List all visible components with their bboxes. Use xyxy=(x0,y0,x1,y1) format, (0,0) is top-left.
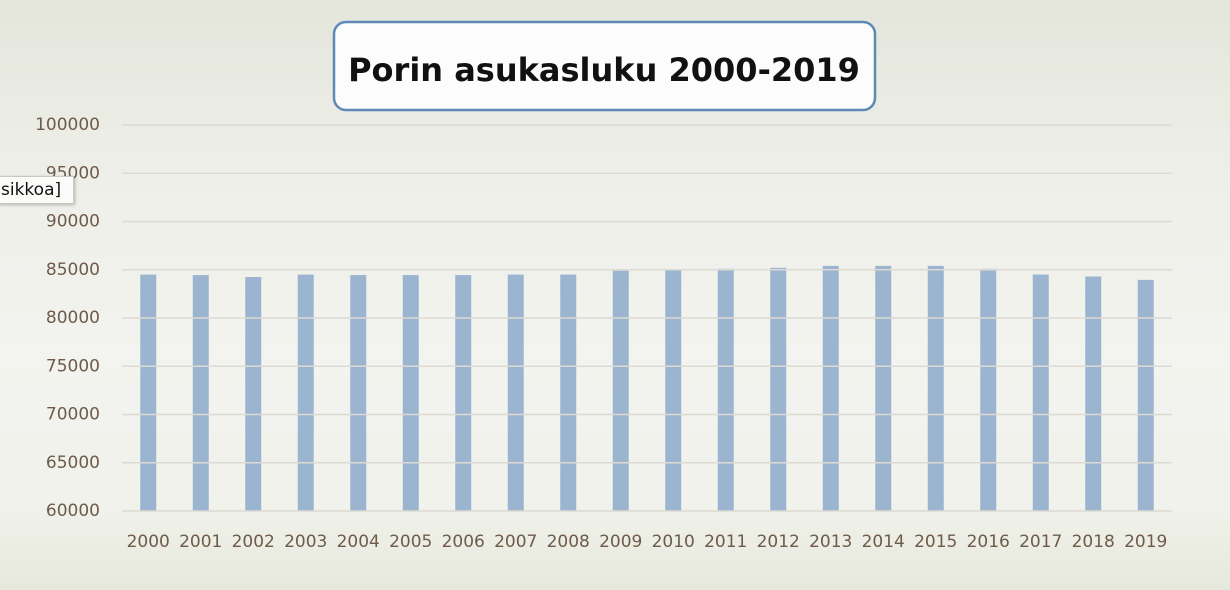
bar xyxy=(560,274,577,511)
x-tick-label: 2005 xyxy=(389,532,432,552)
x-tick-label: 2012 xyxy=(757,532,800,552)
y-tick-label: 65000 xyxy=(46,453,100,473)
bar xyxy=(402,275,419,511)
bar xyxy=(875,265,892,511)
x-tick-label: 2015 xyxy=(914,532,957,552)
y-tick-label: 70000 xyxy=(46,405,100,425)
x-tick-label: 2008 xyxy=(547,532,590,552)
bar xyxy=(1085,276,1102,511)
x-tick-label: 2006 xyxy=(442,532,485,552)
x-tick-label: 2016 xyxy=(967,532,1010,552)
x-tick-label: 2010 xyxy=(652,532,695,552)
y-tick-label: 60000 xyxy=(46,501,100,521)
y-tick-label: 100000 xyxy=(35,115,100,135)
bar xyxy=(350,275,367,511)
x-tick-label: 2017 xyxy=(1019,532,1062,552)
y-tick-label: 80000 xyxy=(46,308,100,328)
bar xyxy=(980,268,997,511)
bar xyxy=(612,270,629,511)
x-tick-label: 2003 xyxy=(284,532,327,552)
annotation: sikkoa] xyxy=(0,176,75,204)
bar xyxy=(245,276,262,511)
x-tick-label: 2019 xyxy=(1124,532,1167,552)
chart-title: Porin asukasluku 2000-2019 xyxy=(348,51,860,89)
bar xyxy=(822,265,839,511)
x-tick-label: 2007 xyxy=(494,532,537,552)
bar xyxy=(192,275,209,511)
x-tick-label: 2013 xyxy=(809,532,852,552)
x-tick-label: 2018 xyxy=(1072,532,1115,552)
bar xyxy=(717,268,734,511)
x-tick-label: 2004 xyxy=(337,532,380,552)
x-tick-label: 2011 xyxy=(704,532,747,552)
bar xyxy=(455,275,472,511)
bar xyxy=(140,274,157,511)
bar xyxy=(1137,279,1154,511)
x-tick-label: 2000 xyxy=(127,532,170,552)
x-tick-label: 2014 xyxy=(862,532,905,552)
bar xyxy=(297,274,314,511)
x-tick-label: 2001 xyxy=(179,532,222,552)
bar xyxy=(665,269,682,511)
bar xyxy=(507,274,524,511)
bar xyxy=(1032,274,1049,511)
y-tick-label: 75000 xyxy=(46,356,100,376)
y-tick-label: 90000 xyxy=(46,212,100,232)
y-tick-label: 85000 xyxy=(46,260,100,280)
title-box xyxy=(332,20,877,112)
x-tick-label: 2002 xyxy=(232,532,275,552)
x-tick-label: 2009 xyxy=(599,532,642,552)
bar xyxy=(770,267,787,511)
bar xyxy=(927,265,944,511)
